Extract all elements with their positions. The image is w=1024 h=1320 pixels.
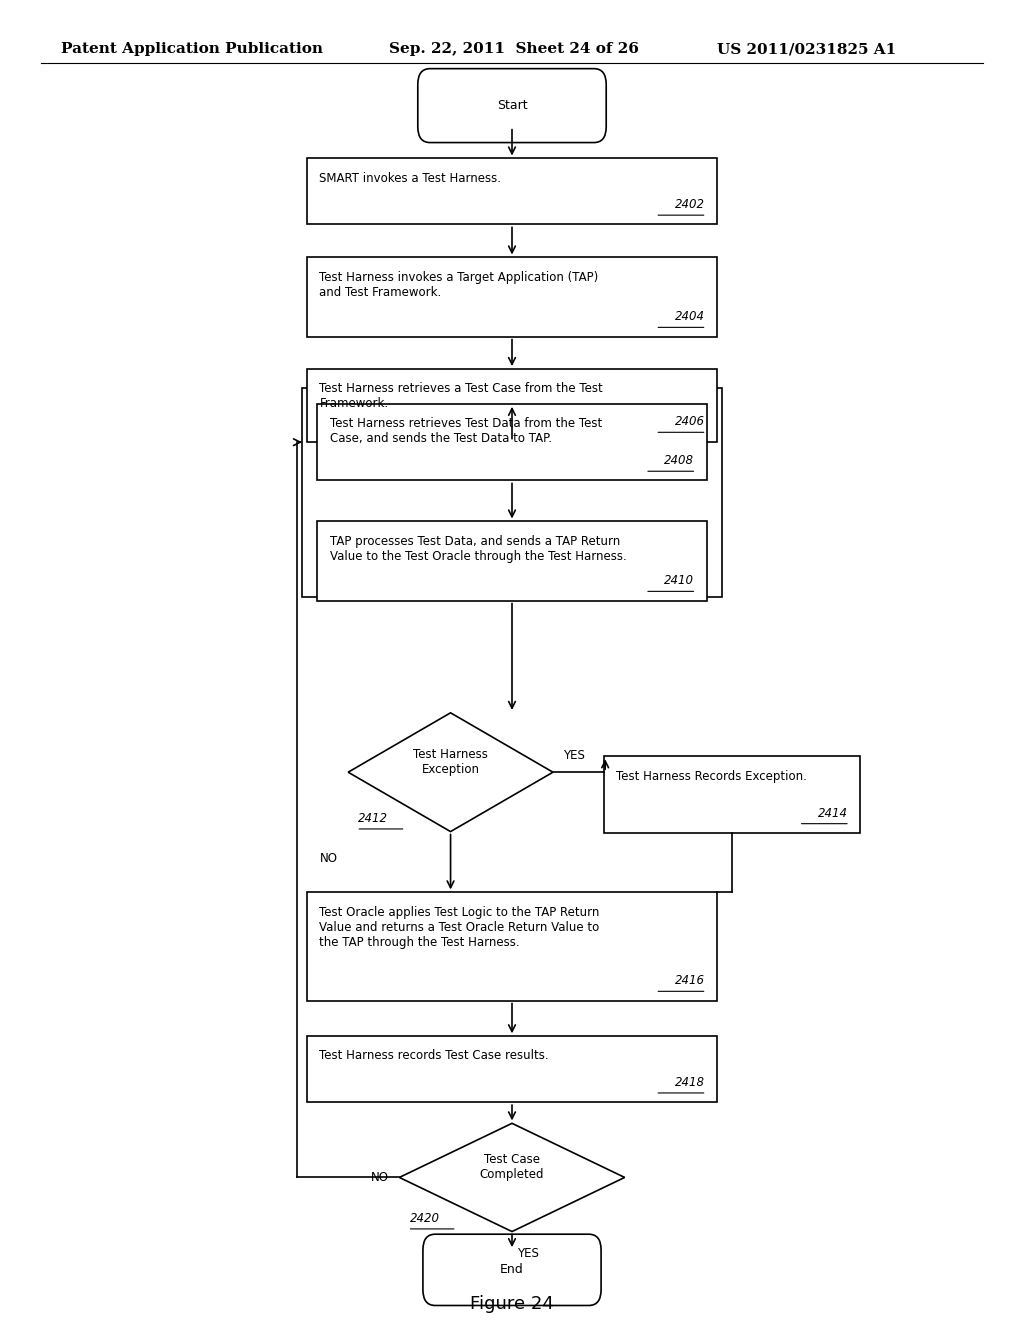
Text: Figure 24: Figure 24 bbox=[470, 1295, 554, 1313]
Bar bbox=[307, 257, 717, 337]
Text: Test Harness
Exception: Test Harness Exception bbox=[413, 747, 488, 776]
Text: Test Harness records Test Case results.: Test Harness records Test Case results. bbox=[319, 1049, 549, 1063]
Text: Test Harness invokes a Target Application (TAP)
and Test Framework.: Test Harness invokes a Target Applicatio… bbox=[319, 271, 599, 298]
Text: Test Harness Records Exception.: Test Harness Records Exception. bbox=[616, 770, 807, 783]
Bar bbox=[307, 892, 717, 1001]
Text: TAP processes Test Data, and sends a TAP Return
Value to the Test Oracle through: TAP processes Test Data, and sends a TAP… bbox=[330, 535, 627, 562]
Text: Test Harness retrieves Test Data from the Test
Case, and sends the Test Data to : Test Harness retrieves Test Data from th… bbox=[330, 417, 602, 445]
Bar bbox=[307, 1036, 717, 1102]
Bar bbox=[604, 756, 860, 833]
Text: Patent Application Publication: Patent Application Publication bbox=[61, 42, 324, 57]
Text: 2414: 2414 bbox=[818, 807, 848, 820]
Text: 2418: 2418 bbox=[675, 1076, 705, 1089]
FancyBboxPatch shape bbox=[418, 69, 606, 143]
Text: 2412: 2412 bbox=[358, 812, 388, 825]
Text: 2408: 2408 bbox=[665, 454, 694, 467]
Bar bbox=[307, 158, 717, 224]
Text: 2402: 2402 bbox=[675, 198, 705, 211]
Text: Test Case
Completed: Test Case Completed bbox=[480, 1152, 544, 1181]
FancyBboxPatch shape bbox=[423, 1234, 601, 1305]
Text: 2420: 2420 bbox=[410, 1212, 439, 1225]
Bar bbox=[317, 404, 707, 480]
Text: 2404: 2404 bbox=[675, 310, 705, 323]
Text: NO: NO bbox=[319, 851, 338, 865]
Text: 2416: 2416 bbox=[675, 974, 705, 987]
Bar bbox=[302, 388, 722, 597]
Polygon shape bbox=[399, 1123, 625, 1232]
Text: Test Oracle applies Test Logic to the TAP Return
Value and returns a Test Oracle: Test Oracle applies Test Logic to the TA… bbox=[319, 906, 600, 949]
Bar bbox=[317, 521, 707, 601]
Polygon shape bbox=[348, 713, 553, 832]
Text: SMART invokes a Test Harness.: SMART invokes a Test Harness. bbox=[319, 172, 502, 185]
Text: 2410: 2410 bbox=[665, 574, 694, 587]
Bar bbox=[307, 370, 717, 441]
Text: Start: Start bbox=[497, 99, 527, 112]
Text: YES: YES bbox=[563, 748, 585, 762]
Text: NO: NO bbox=[371, 1171, 389, 1184]
Text: US 2011/0231825 A1: US 2011/0231825 A1 bbox=[717, 42, 896, 57]
Text: Sep. 22, 2011  Sheet 24 of 26: Sep. 22, 2011 Sheet 24 of 26 bbox=[389, 42, 639, 57]
Text: 2406: 2406 bbox=[675, 416, 705, 428]
Text: End: End bbox=[500, 1263, 524, 1276]
Text: Test Harness retrieves a Test Case from the Test
Framework.: Test Harness retrieves a Test Case from … bbox=[319, 383, 603, 411]
Text: YES: YES bbox=[517, 1247, 539, 1261]
